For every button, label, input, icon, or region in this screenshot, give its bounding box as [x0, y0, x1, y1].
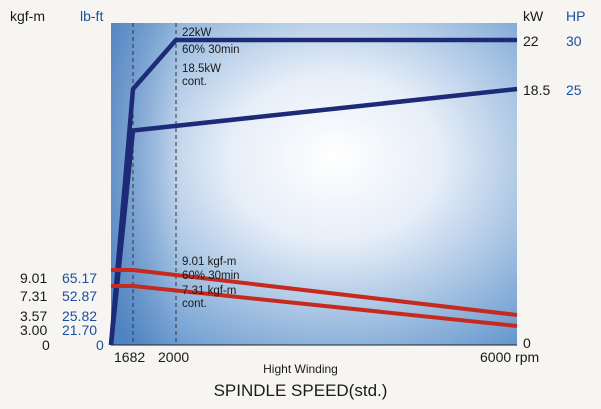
tick-lbft-52-87: 52.87	[62, 288, 98, 304]
annotation-18-5kw-duty: cont.	[182, 76, 207, 88]
annotation-9-01: 9.01 kgf-m	[182, 256, 237, 268]
tick-hp-25: 25	[566, 82, 582, 98]
series-layer	[108, 37, 518, 346]
tick-lbft-65-17: 65.17	[62, 270, 98, 286]
power-curve-1	[108, 86, 518, 346]
tick-lbft-25-82: 25.82	[62, 308, 98, 324]
tick-kw-0: 0	[523, 335, 531, 351]
x-tick-2000: 2000	[158, 349, 190, 365]
annotation-9-01-duty: 60% 30min	[182, 270, 240, 282]
tick-lbft-0: 0	[96, 337, 104, 353]
right-unit-hp: HP	[566, 8, 586, 24]
annotation-18-5kw: 18.5kW	[182, 63, 221, 75]
annotation-7-31-duty: cont.	[182, 298, 207, 310]
right-unit-kw: kW	[523, 8, 544, 24]
tick-kgfm-3-57: 3.57	[20, 308, 48, 324]
tick-kgfm-9-01: 9.01	[20, 270, 48, 286]
x-tick-6000: 6000 rpm	[480, 349, 540, 365]
tick-kgfm-3-00: 3.00	[20, 322, 48, 338]
left-unit-kgfm: kgf-m	[10, 8, 45, 24]
torque-curve-3	[111, 284, 518, 328]
chart-subtitle: Hight Winding	[263, 362, 338, 376]
annotation-7-31: 7.31 kgf-m	[182, 285, 237, 297]
x-tick-1682: 1682	[114, 349, 146, 365]
torque-curve-2	[111, 268, 518, 317]
tick-kw-22: 22	[523, 33, 539, 49]
left-unit-lbft: lb-ft	[80, 8, 104, 24]
tick-hp-30: 30	[566, 33, 582, 49]
tick-kgfm-7-31: 7.31	[20, 288, 48, 304]
annotation-22kw-duty: 60% 30min	[182, 44, 240, 56]
annotation-22kw: 22kW	[182, 27, 212, 39]
tick-kgfm-0: 0	[42, 337, 50, 353]
tick-lbft-21-70: 21.70	[62, 322, 98, 338]
tick-kw-18-5: 18.5	[523, 82, 551, 98]
chart-title: SPINDLE SPEED(std.)	[213, 381, 388, 400]
